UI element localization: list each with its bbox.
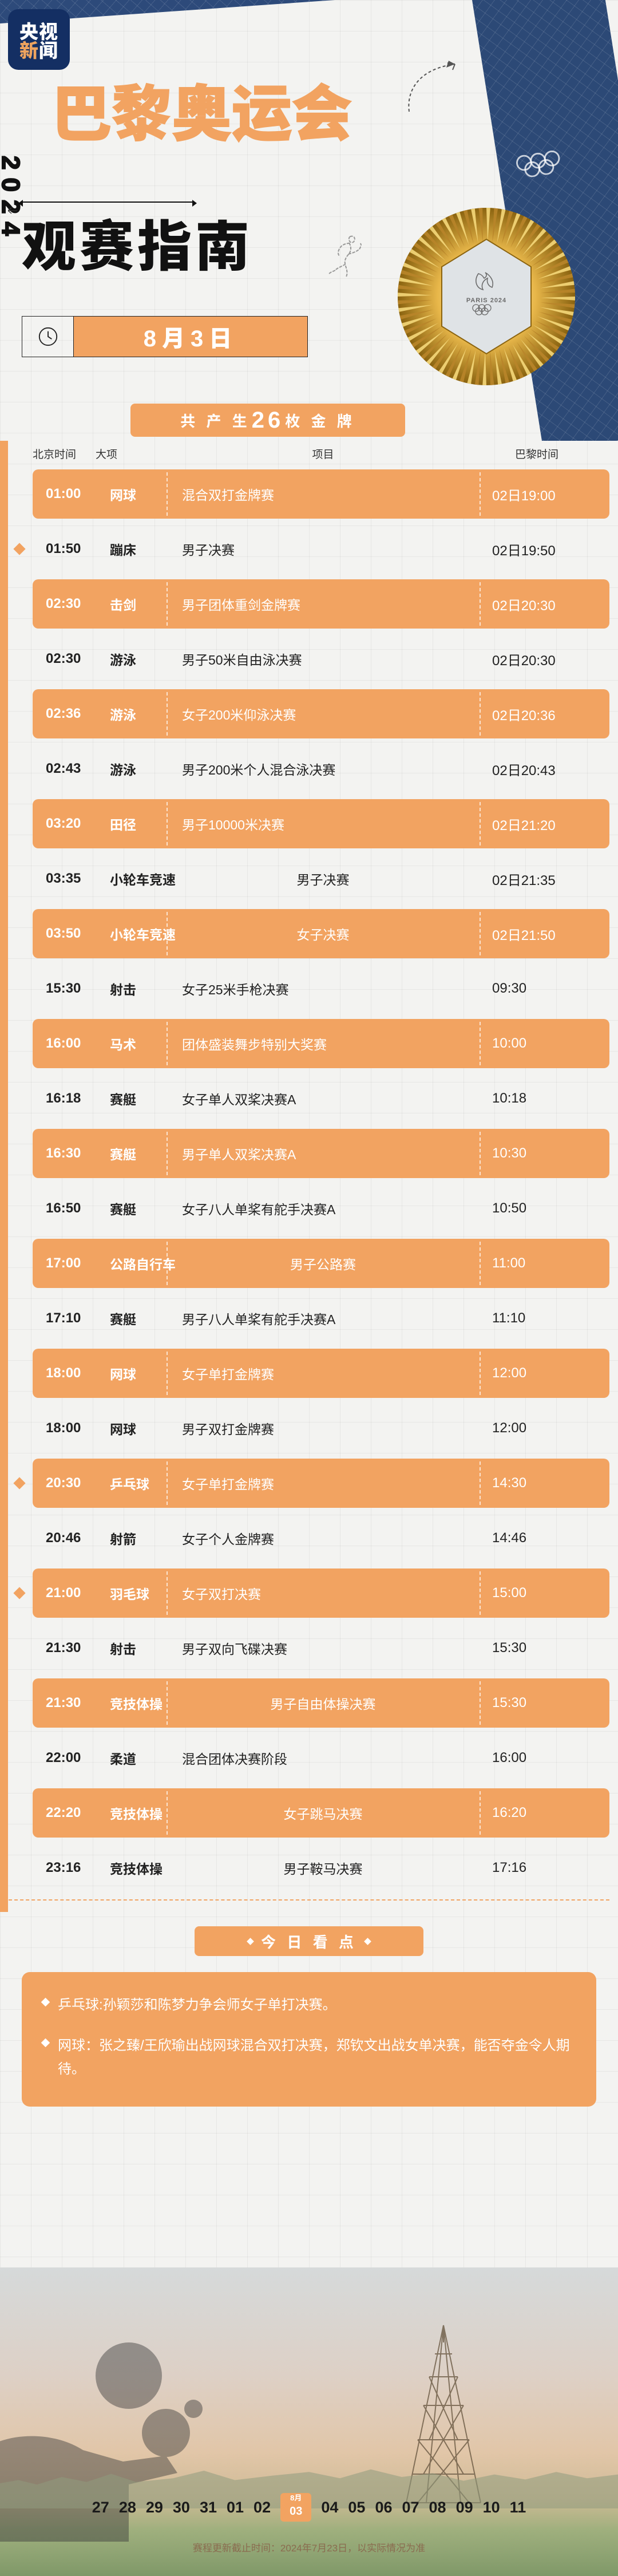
svg-text:PARIS 2024: PARIS 2024: [466, 297, 506, 304]
